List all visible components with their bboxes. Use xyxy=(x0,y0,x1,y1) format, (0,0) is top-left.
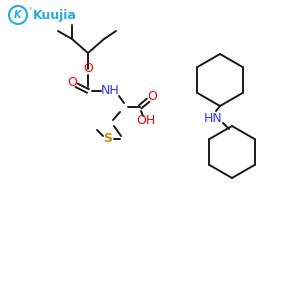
Text: O: O xyxy=(83,62,93,76)
Text: Kuujia: Kuujia xyxy=(33,8,77,22)
Text: NH: NH xyxy=(100,85,119,98)
Text: HN: HN xyxy=(204,112,222,124)
Text: O: O xyxy=(147,91,157,103)
Text: O: O xyxy=(67,76,77,89)
Text: K: K xyxy=(14,10,22,20)
Text: S: S xyxy=(103,133,112,146)
Text: °: ° xyxy=(28,8,31,14)
Text: OH: OH xyxy=(136,115,156,128)
